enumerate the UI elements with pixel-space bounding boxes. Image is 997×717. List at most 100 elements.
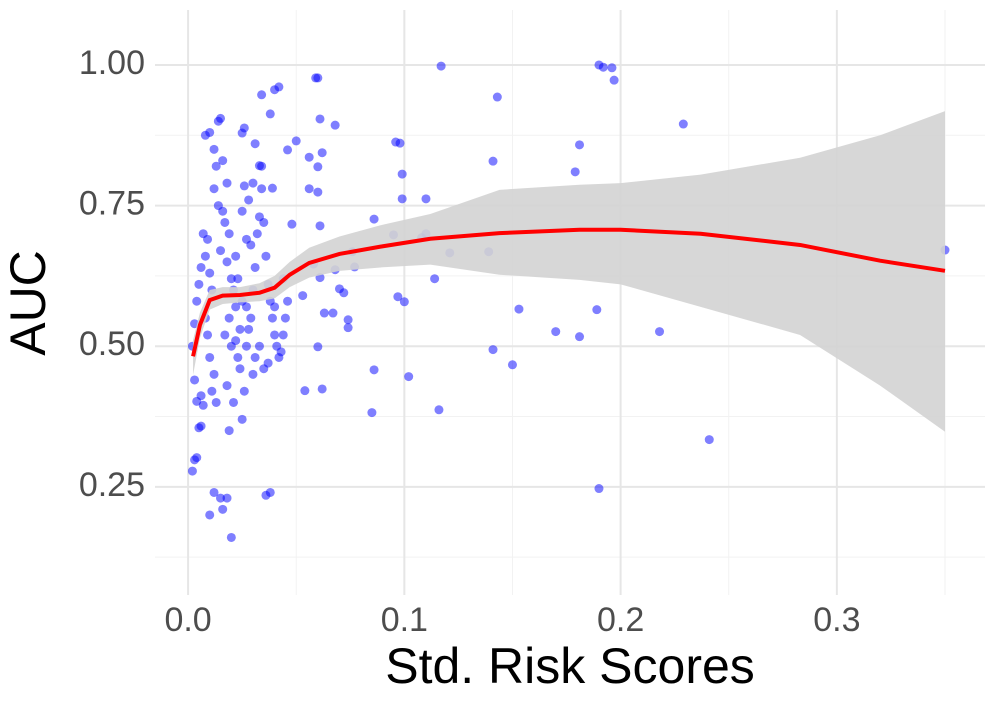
point (287, 219, 297, 229)
point (231, 302, 241, 312)
point (229, 397, 239, 407)
point (218, 156, 228, 166)
point (283, 145, 293, 155)
y-tick-label: 1.00 (79, 44, 145, 82)
point (304, 184, 314, 194)
point (239, 181, 249, 191)
point (265, 109, 275, 119)
point (200, 251, 210, 261)
point (205, 352, 215, 362)
point (317, 148, 327, 158)
point (313, 73, 323, 83)
point (575, 332, 585, 342)
point (252, 229, 262, 239)
point (313, 342, 323, 352)
point (192, 453, 202, 463)
point (237, 414, 247, 424)
point (192, 296, 202, 306)
point (278, 330, 288, 340)
point (315, 221, 325, 231)
point (196, 262, 206, 272)
point (220, 330, 230, 340)
x-tick-label: 0.3 (813, 601, 860, 639)
point (231, 251, 241, 261)
point (300, 386, 310, 396)
point (315, 114, 325, 124)
point (339, 288, 349, 298)
point (222, 257, 232, 267)
point (209, 369, 219, 379)
point (187, 466, 197, 476)
y-tick-label: 0.50 (79, 325, 145, 363)
point (222, 381, 232, 391)
point (218, 206, 228, 216)
point (239, 386, 249, 396)
point (216, 493, 226, 503)
point (205, 268, 215, 278)
point (280, 313, 290, 323)
point (570, 167, 580, 177)
point (436, 61, 446, 71)
point (291, 136, 301, 146)
point (203, 234, 213, 244)
point (207, 386, 217, 396)
point (241, 341, 251, 351)
point (250, 352, 260, 362)
point (598, 62, 608, 72)
point (397, 169, 407, 179)
point (317, 384, 327, 394)
point (250, 262, 260, 272)
point (224, 229, 234, 239)
point (261, 251, 271, 261)
point (250, 139, 260, 149)
point (343, 315, 353, 325)
point (594, 484, 604, 494)
point (203, 330, 213, 340)
point (241, 234, 251, 244)
point (211, 161, 221, 171)
point (190, 375, 200, 385)
point (220, 217, 230, 227)
point (343, 323, 353, 333)
point (244, 195, 254, 205)
x-axis-label: Std. Risk Scores (385, 638, 755, 694)
point (257, 161, 267, 171)
point (224, 313, 234, 323)
point (196, 391, 206, 401)
point (397, 194, 407, 204)
point (235, 324, 245, 334)
point (488, 156, 498, 166)
point (430, 274, 440, 284)
point (209, 184, 219, 194)
point (267, 313, 277, 323)
point (259, 364, 269, 374)
point (551, 327, 561, 337)
point (194, 279, 204, 289)
point (237, 206, 247, 216)
point (237, 128, 247, 138)
point (233, 274, 243, 284)
point (216, 113, 226, 123)
point (209, 487, 219, 497)
point (393, 292, 403, 302)
point (328, 308, 338, 318)
point (274, 82, 284, 92)
point (235, 364, 245, 374)
point (704, 435, 714, 445)
point (270, 330, 280, 340)
point (198, 400, 208, 410)
point (492, 92, 502, 102)
confidence-band (193, 111, 945, 432)
point (244, 324, 254, 334)
point (313, 162, 323, 172)
point (304, 152, 314, 162)
point (609, 75, 619, 85)
point (367, 408, 377, 418)
point (298, 291, 308, 301)
y-axis-label: AUC (0, 250, 56, 356)
point (276, 347, 286, 357)
point (222, 493, 232, 503)
point (270, 302, 280, 312)
point (222, 178, 232, 188)
